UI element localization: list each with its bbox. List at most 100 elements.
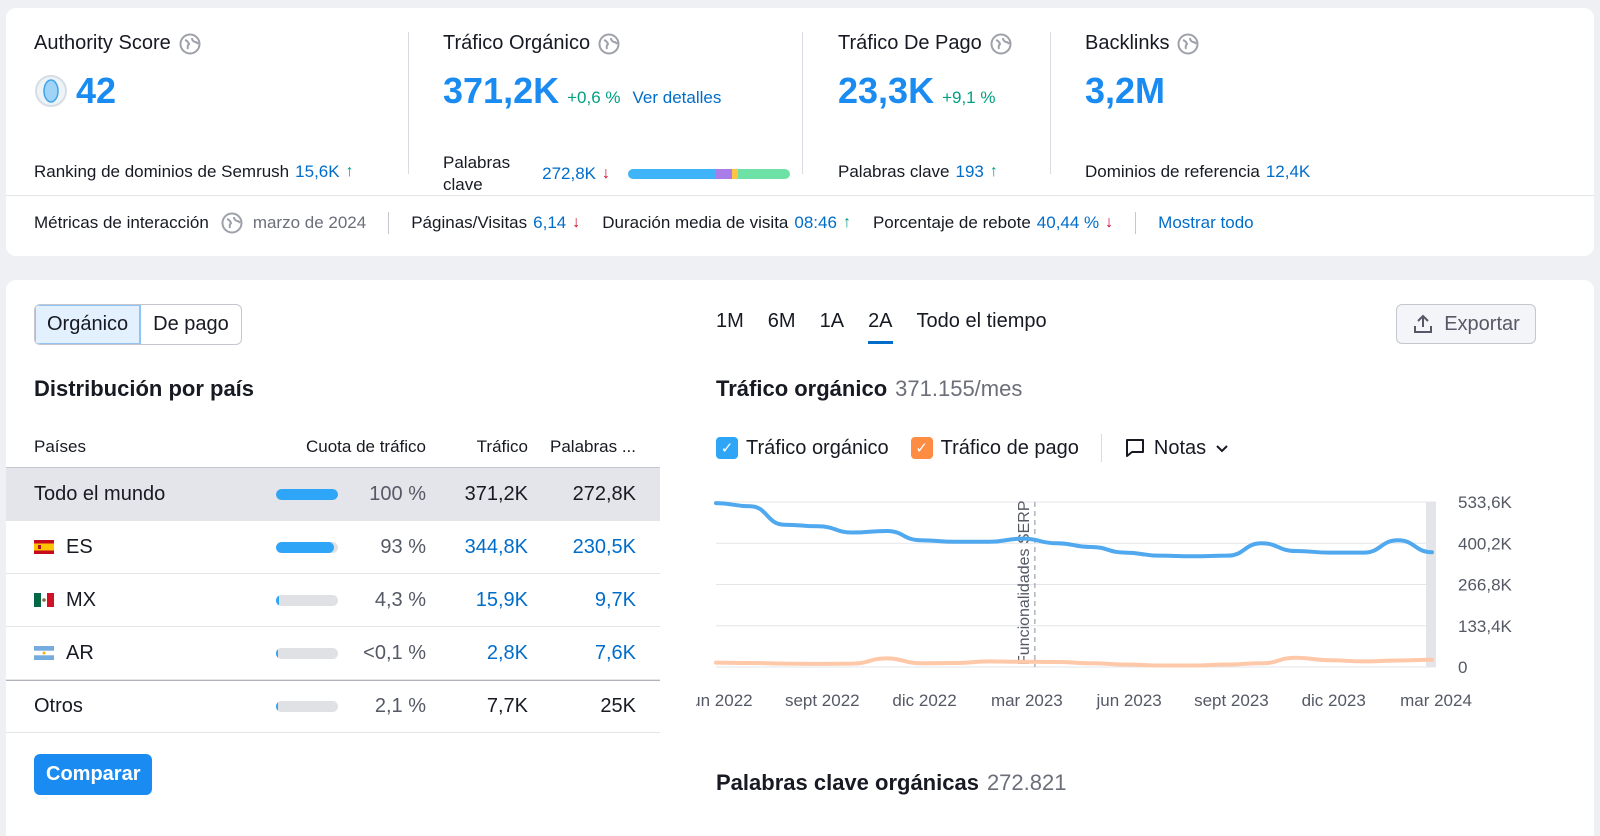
compare-button[interactable]: Comparar [34,754,153,795]
share-bar-fill [276,541,334,553]
keywords-value[interactable]: 7,6K [594,641,636,664]
organic-keywords-value[interactable]: 272,8K [542,164,596,183]
series-line [714,655,1434,668]
col-header-share[interactable]: Cuota de tráfico [305,436,426,456]
table-row[interactable]: Otros 2,1 % 7,7K 25K [6,680,660,733]
traffic-value[interactable]: 2,8K [486,641,528,664]
avg-visit-duration-label: Duración media de visita [602,213,789,232]
globe-icon[interactable] [598,33,620,55]
table-row[interactable]: Todo el mundo 100 % 371,2K 272,8K [6,468,660,521]
chevron-down-icon[interactable] [1214,440,1230,456]
paid-traffic-value[interactable]: 23,3K [838,70,935,111]
table-row[interactable]: MX 4,3 % 15,9K 9,7K [6,574,660,627]
share-value: 93 % [380,535,426,558]
tab-paid[interactable]: De pago [153,313,229,335]
y-tick-label: 533,6K [1458,493,1513,512]
backlinks-value[interactable]: 3,2M [1085,70,1166,111]
keywords-value: 25K [600,695,636,717]
arrow-up-icon: ↑ [345,163,354,180]
domain-ranking-row: Ranking de dominios de Semrush 15,6K ↑ [34,162,354,182]
share-bar [274,594,354,606]
legend-paid-label[interactable]: Tráfico de pago [940,436,1079,459]
traffic-value[interactable]: 344,8K [464,535,528,558]
country-distribution-table: Países Cuota de tráfico Tráfico Palabras… [6,426,660,733]
authority-score-title: Authority Score [34,32,171,54]
keywords-value[interactable]: 230,5K [572,535,636,558]
organic-keywords-label-line2: clave [443,175,483,194]
backlinks-value-row: 3,2M [1085,70,1165,112]
authority-score-value-row: 42 [34,70,116,112]
country-name: Todo el mundo [34,482,166,505]
period-option[interactable]: 1A [819,310,845,332]
paid-keywords-row: Palabras clave 193 ↑ [838,162,998,182]
traffic-value[interactable]: 15,9K [475,588,528,611]
series-line [714,501,1434,559]
share-value: 100 % [369,482,426,505]
organic-traffic-title: Tráfico Orgánico [443,32,591,54]
traffic-value: 371,2K [464,482,528,505]
period-option[interactable]: Todo el tiempo [916,310,1047,332]
notes-dropdown-label[interactable]: Notas [1153,436,1207,459]
paid-traffic-title-row: Tráfico De Pago [838,32,1048,55]
table-row[interactable]: ES 93 % 344,8K 230,5K [6,521,660,574]
keyword-positions-bar[interactable] [628,169,790,179]
share-value: 4,3 % [374,588,426,611]
see-details-link[interactable]: Ver detalles [632,88,722,107]
country-name: MX [66,588,96,611]
show-all-link[interactable]: Mostrar todo [1158,213,1254,232]
chart-legend: ✓ Tráfico orgánico ✓ Tráfico de pago Not… [716,434,1230,462]
x-tick-label: jun 2022 [696,691,753,710]
period-option[interactable]: 6M [767,310,796,332]
organic-traffic-value-row: 371,2K +0,6 % Ver detalles [443,70,721,112]
referring-domains-value[interactable]: 12,4K [1265,162,1311,181]
globe-icon[interactable] [990,33,1012,55]
backlinks-title-row: Backlinks [1085,32,1385,55]
avg-visit-duration-value: 08:46 [794,213,837,232]
engagement-date: marzo de 2024 [252,213,367,232]
keywords-value[interactable]: 9,7K [594,588,636,611]
y-tick-label: 133,4K [1458,617,1513,636]
period-option-selected[interactable]: 2A [868,310,893,344]
legend-organic-label[interactable]: Tráfico orgánico [746,436,889,459]
share-bar-fill [276,701,278,712]
export-label: Exportar [1444,312,1520,335]
table-row[interactable]: AR <0,1 % 2,8K 7,6K [6,627,660,680]
authority-score-widget: Authority Score 42 Ranking de dominios d… [34,32,394,182]
referring-domains-label: Dominios de referencia [1085,162,1260,181]
organic-keywords-row: Palabras clave 272,8K ↓ [443,152,790,196]
traffic-type-toggle: Orgánico De pago [34,304,242,345]
country-cell: ES [6,536,274,559]
organic-keywords-label: Palabras clave [443,152,510,196]
divider [408,32,409,174]
pages-per-visit-label: Páginas/Visitas [411,213,528,232]
organic-traffic-value[interactable]: 371,2K [443,70,560,111]
x-tick-label: jun 2023 [1096,691,1162,710]
backlinks-title: Backlinks [1085,32,1170,54]
checkbox-checked-icon[interactable]: ✓ [910,437,933,459]
traffic-card: Orgánico De pago Distribución por país P… [6,280,1594,836]
paid-keywords-value[interactable]: 193 [955,162,984,181]
col-header-keywords[interactable]: Palabras ... [550,436,636,456]
pages-per-visit-value: 6,14 [533,213,567,232]
globe-icon[interactable] [221,212,243,234]
paid-traffic-title: Tráfico De Pago [838,32,982,54]
export-button[interactable]: Exportar [1396,304,1536,344]
col-header-traffic[interactable]: Tráfico [476,436,528,456]
x-tick-label: sept 2022 [785,691,860,710]
globe-icon[interactable] [1177,33,1199,55]
paid-keywords-label: Palabras clave [838,162,950,181]
checkbox-checked-icon[interactable]: ✓ [716,437,738,459]
divider [6,195,1594,196]
organic-traffic-chart[interactable]: 533,6K 400,2K 266,8K 133,4K 0 Funcionalidades… [696,480,1556,730]
keyword-positions-segment [738,169,790,179]
domain-ranking-value[interactable]: 15,6K [295,162,340,181]
divider [1135,212,1137,234]
share-bar [274,647,354,659]
col-header-country[interactable]: Países [34,436,86,456]
tab-organic[interactable]: Orgánico [35,305,142,344]
period-selector: 1M 6M 1A 2A Todo el tiempo [716,310,1047,344]
period-option[interactable]: 1M [716,310,744,332]
globe-icon[interactable] [179,33,201,55]
share-bar-fill [276,647,278,659]
divider [1100,434,1102,462]
